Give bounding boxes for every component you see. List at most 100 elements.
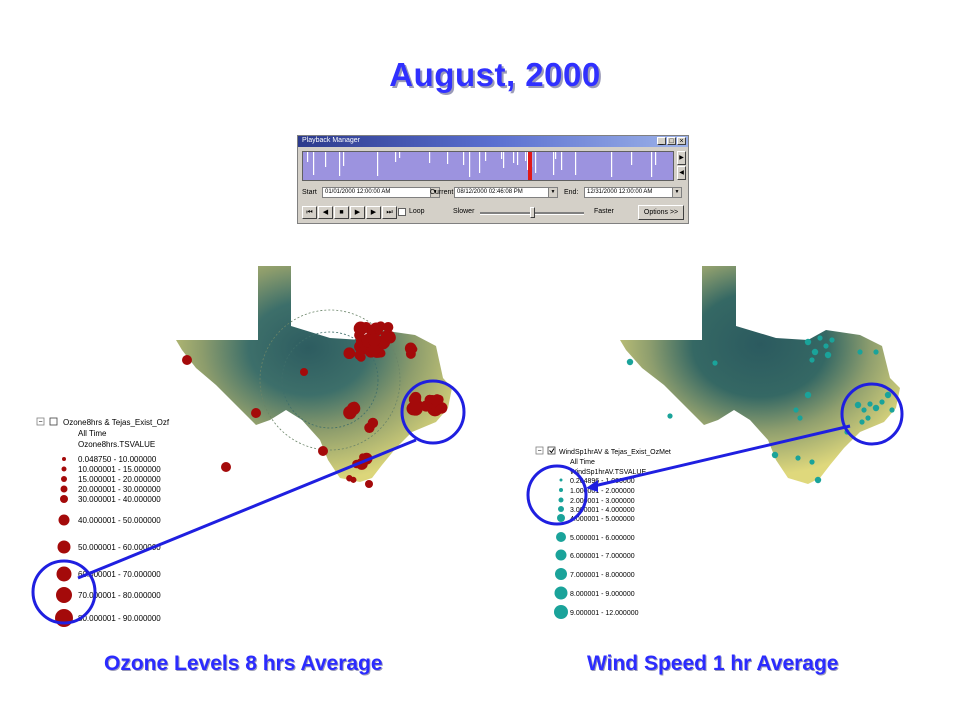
wind-site — [712, 360, 718, 366]
legend-class-label: 1.000001 - 2.000000 — [570, 488, 635, 495]
time-histogram[interactable] — [302, 151, 674, 181]
options-button[interactable]: Options >> — [638, 205, 684, 220]
histogram-gap — [469, 152, 471, 177]
histogram-gap — [429, 152, 431, 163]
histogram-gap — [517, 152, 519, 165]
histogram-gap — [339, 152, 341, 176]
playback-titlebar: Playback Manager _ □ × — [298, 136, 688, 147]
first-frame-button[interactable]: ⏮ — [302, 206, 317, 219]
loop-checkbox[interactable] — [398, 208, 406, 216]
close-button[interactable]: × — [677, 137, 686, 145]
minimize-button[interactable]: _ — [657, 137, 666, 145]
current-label: Current: — [430, 189, 456, 196]
legend-class-label: 60.000001 - 70.000000 — [78, 570, 161, 579]
ozone-site — [430, 394, 442, 406]
chevron-down-icon[interactable]: ▼ — [430, 188, 439, 197]
wind-sites — [626, 335, 895, 484]
scroll-left-button[interactable]: ◀ — [677, 166, 686, 180]
scroll-right-button[interactable]: ▶ — [677, 151, 686, 165]
ozone-site — [382, 322, 394, 333]
ozone-site — [347, 350, 356, 358]
maximize-button[interactable]: □ — [667, 137, 676, 145]
histogram-gap — [535, 152, 537, 173]
wind-site — [857, 349, 863, 355]
legend-symbol — [557, 514, 565, 522]
loop-label: Loop — [409, 208, 425, 215]
wind-legend: − WindSp1hrAV & Tejas_Exist_OzMet All Ti… — [535, 446, 671, 619]
wind-site — [867, 401, 873, 407]
legend-class-label: 15.000001 - 20.000000 — [78, 475, 161, 484]
chevron-down-icon[interactable]: ▼ — [548, 188, 557, 197]
histogram-gap — [575, 152, 577, 175]
legend-symbol — [554, 605, 568, 619]
legend-symbol — [56, 587, 72, 603]
wind-site — [873, 349, 879, 355]
legend-symbol — [558, 497, 564, 503]
layer-checkbox[interactable] — [49, 417, 58, 426]
legend-class-label: 4.000001 - 5.000000 — [570, 516, 635, 523]
play-button[interactable]: ▶ — [350, 206, 365, 219]
histogram-gap — [651, 152, 653, 177]
legend-class-label: 70.000001 - 80.000000 — [78, 591, 161, 600]
current-field[interactable]: 08/12/2000 02:46:08 PM ▼ — [454, 187, 558, 198]
highlight-circle-legend-left — [31, 559, 97, 625]
wind-site — [795, 455, 801, 461]
annotations — [31, 379, 904, 625]
legend-symbol — [555, 549, 567, 561]
speed-slider-thumb[interactable] — [530, 207, 535, 218]
step-forward-button[interactable]: ▶ — [366, 206, 381, 219]
legend-time: All Time — [78, 429, 107, 438]
wind-site — [861, 407, 867, 413]
highlight-circle-houston-left — [400, 379, 466, 445]
wind-site — [809, 357, 815, 363]
wind-site — [823, 343, 829, 349]
histogram-gap — [553, 152, 555, 175]
arrowhead-icon — [586, 480, 598, 492]
left-map — [170, 263, 460, 498]
right-map-caption: Wind Speed 1 hr Average — [587, 652, 839, 675]
legend-symbol — [62, 457, 66, 461]
histogram-gap — [313, 152, 315, 175]
layer-checkbox[interactable] — [547, 446, 556, 455]
wind-site — [884, 391, 892, 399]
legend-symbol — [61, 476, 67, 482]
legend-symbol — [559, 488, 563, 492]
legend-layer-name: Ozone8hrs & Tejas_Exist_Ozf — [63, 418, 170, 427]
wind-site — [859, 419, 865, 425]
expand-toggle[interactable] — [36, 417, 45, 426]
wind-site — [771, 451, 779, 459]
histogram-gap — [501, 152, 503, 159]
last-frame-button[interactable]: ⏭ — [382, 206, 397, 219]
current-time-marker[interactable] — [528, 152, 532, 180]
connector-arrow-right — [593, 424, 851, 488]
histogram-gap — [325, 152, 327, 167]
step-back-button[interactable]: ◀ — [318, 206, 333, 219]
expand-toggle[interactable] — [535, 446, 544, 455]
wind-site — [872, 404, 880, 412]
current-value: 08/12/2000 02:46:08 PM — [457, 189, 523, 195]
check-icon — [549, 448, 555, 454]
wind-site — [889, 407, 895, 413]
legend-class-label: 50.000001 - 60.000000 — [78, 543, 161, 552]
ozone-site — [251, 408, 261, 418]
ozone-site — [380, 330, 392, 342]
wind-site — [809, 459, 815, 465]
wind-site — [854, 401, 862, 409]
legend-field: Ozone8hrs.TSVALUE — [78, 440, 155, 449]
histogram-gap — [395, 152, 397, 162]
histogram-gap — [561, 152, 563, 170]
stop-button[interactable]: ■ — [334, 206, 349, 219]
legend-symbol — [554, 586, 568, 600]
left-map-caption: Ozone Levels 8 hrs Average — [104, 652, 383, 675]
ozone-site — [182, 355, 192, 365]
legend-class-label: 8.000001 - 9.000000 — [570, 591, 635, 598]
chevron-down-icon[interactable]: ▼ — [672, 188, 681, 197]
wind-site — [817, 335, 823, 341]
legend-symbol — [60, 485, 68, 493]
start-label: Start — [302, 189, 317, 196]
end-field[interactable]: 12/31/2000 12:00:00 AM ▼ — [584, 187, 682, 198]
start-field[interactable]: 01/01/2000 12:00:00 AM ▼ — [322, 187, 440, 198]
wind-site — [793, 407, 799, 413]
legend-symbol — [556, 532, 566, 542]
legend-symbol — [61, 466, 67, 472]
